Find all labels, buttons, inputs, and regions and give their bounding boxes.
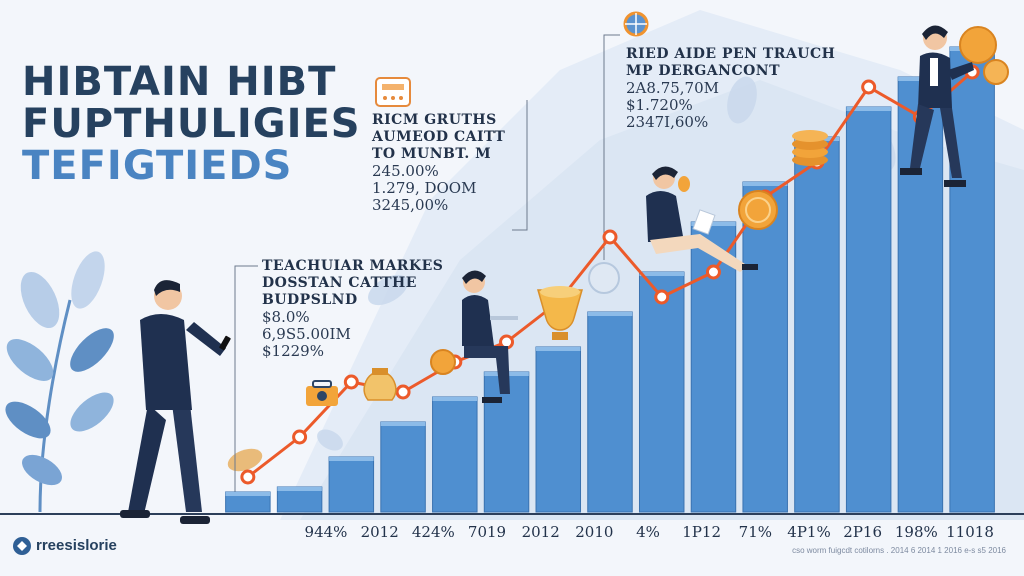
brand-name: rreesislorie [36,537,117,554]
x-tick-label: 2P16 [843,523,882,541]
x-tick-label: 4P1% [787,523,830,541]
person-drinking-icon [646,166,758,272]
trend-point-8 [602,229,618,245]
bar-5 [432,396,478,513]
x-tick-label: 424% [412,523,455,541]
trend-point-3 [343,374,359,390]
callout-heading: TEACHUIAR MARKES [262,258,444,274]
bar-8 [587,311,633,513]
x-tick-label: 2012 [361,523,399,541]
x-tick-label: 7019 [468,523,506,541]
brand-logo: rreesislorie [12,537,117,554]
trend-point-10 [705,264,721,280]
x-tick-label: 2012 [522,523,560,541]
title-line-3: TEFIGTIEDS [22,143,293,189]
trend-point-2 [292,429,308,445]
callout-heading: RIED AIDE PEN TRAUCH [626,46,836,62]
bar-3 [328,456,375,513]
calculator-icon [375,77,411,107]
callout-stat: 1.279, DOOM [372,179,477,197]
title-line-2: FUPTHULIGIES [22,101,361,147]
callout-stat: 2A8.75,70M [626,79,719,97]
globe-icon [623,11,649,37]
callout-heading: AUMEOD CAITT [372,129,506,145]
bar-15 [949,46,995,513]
callout-stat: 3245,00% [372,196,449,214]
x-axis-tick-labels: 944% 2012 424% 7019 2012 2010 4% 1P12 71% 4P1% 2P1… [305,523,994,541]
callout-heading: TO MUNBT. M [372,146,492,162]
callout-heading: MP DERGANCONT [626,63,781,79]
callout-heading: RICM GRUTHS [372,112,497,128]
x-tick-label: 11018 [946,523,994,541]
x-tick-label: 71% [739,523,772,541]
bar-2 [276,486,323,513]
trophy-cup-icon [537,286,583,340]
callout-stat: 245.00% [372,162,439,180]
callout-stat: $8.0% [262,308,310,326]
trend-point-1 [240,469,256,485]
x-tick-label: 198% [895,523,938,541]
person-on-top-icon [900,25,974,187]
callout-heading: BUDPSLND [262,292,358,308]
trend-point-9 [654,289,670,305]
bar-4 [380,421,426,513]
callout-stat: 2347I,60% [626,113,709,131]
bar-13 [845,106,892,513]
callout-stat: $1.720% [626,96,693,114]
bar-11 [742,181,788,513]
leaf-plant-icon [5,251,114,513]
x-tick-label: 4% [636,523,660,541]
footnote: cso worm fuigcdt cotilorns . 2014 6 2014… [792,546,1006,555]
callout-stat: 6,9S5.00IM [262,325,351,343]
bar-series [225,46,995,513]
person-sitting-laptop-icon [462,270,518,403]
briefcase-icon [306,380,338,406]
callout-heading: DOSSTAN CATTHE [262,275,417,291]
title-line-1: HIBTAIN HIBT [22,59,337,105]
money-bag-icon [363,368,397,401]
bar-12 [794,136,840,513]
x-tick-label: 1P12 [682,523,721,541]
trend-point-4 [395,384,411,400]
bar-1 [225,491,271,513]
trend-point-13 [861,79,877,95]
bar-9 [638,271,685,513]
x-tick-label: 2010 [575,523,613,541]
callout-left: TEACHUIAR MARKES DOSSTAN CATTHE BUDPSLND… [262,258,443,360]
bar-7 [535,346,582,513]
x-tick-label: 944% [305,523,348,541]
coin-stack-icon [792,130,828,166]
callout-connectors [234,34,620,505]
callout-right: RIED AIDE PEN TRAUCH MP DERGANCONT 2A8.7… [626,46,835,131]
person-standing-phone-icon [120,280,231,524]
callout-middle: RICM GRUTHS AUMEOD CAITT TO MUNBT. M 245… [372,112,505,214]
callout-stat: $1229% [262,342,324,360]
brand-badge-icon [13,537,31,555]
coin-icon [430,26,1009,375]
dollar-badge-icon [588,262,620,294]
